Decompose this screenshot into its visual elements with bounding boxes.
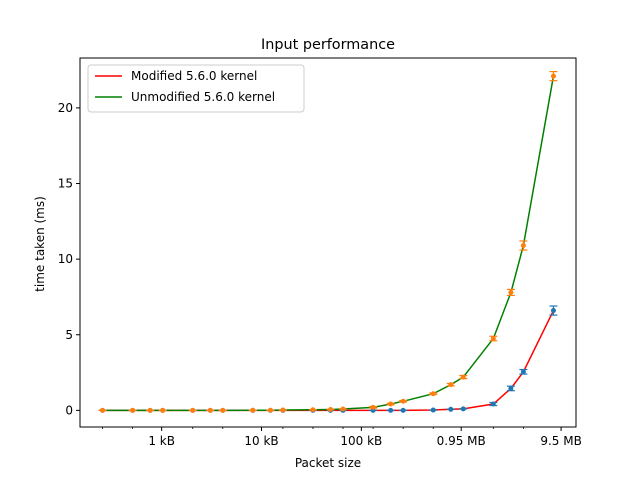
chart-title: Input performance	[261, 37, 395, 53]
data-point	[100, 407, 106, 413]
x-tick-label: 10 kB	[244, 434, 278, 448]
data-point	[130, 407, 136, 413]
data-point	[490, 401, 496, 407]
legend-label: Unmodified 5.6.0 kernel	[131, 90, 275, 104]
y-axis-label: time taken (ms)	[33, 196, 47, 292]
y-tick-label: 0	[65, 403, 73, 417]
x-tick-label: 1 kB	[148, 434, 175, 448]
axes: 0 5 10 15 20 1 kB 10 kB 100 kB 0.95 MB 9.5 MB	[58, 57, 582, 448]
y-tick-label: 20	[58, 101, 73, 115]
data-point	[388, 401, 394, 407]
data-point	[508, 289, 514, 295]
data-point	[328, 406, 334, 412]
data-point	[310, 407, 316, 413]
data-point	[388, 407, 394, 413]
data-point	[370, 404, 376, 410]
data-point	[448, 382, 454, 388]
data-point	[430, 407, 436, 413]
x-tick-label: 0.95 MB	[437, 434, 486, 448]
data-point	[400, 407, 406, 413]
x-axis-label: Packet size	[295, 456, 361, 470]
data-point	[340, 406, 346, 412]
data-point	[520, 369, 526, 375]
data-point	[448, 406, 454, 412]
data-point	[460, 406, 466, 412]
legend-box	[87, 64, 305, 113]
data-point	[280, 407, 286, 413]
data-point	[160, 407, 166, 413]
y-tick-label: 10	[58, 252, 73, 266]
x-tick-label: 100 kB	[340, 434, 382, 448]
x-tick-label: 9.5 MB	[540, 434, 581, 448]
plot-frame	[79, 57, 577, 428]
data-point	[550, 73, 556, 79]
data-point	[520, 243, 526, 249]
plot-area	[98, 71, 558, 413]
data-point	[430, 391, 436, 397]
y-tick-label: 15	[58, 177, 73, 191]
data-point	[460, 374, 466, 380]
legend: Modified 5.6.0 kernel Unmodified 5.6.0 ke…	[87, 64, 305, 113]
data-point	[147, 407, 153, 413]
data-point	[250, 407, 256, 413]
data-point	[508, 385, 514, 391]
data-point	[220, 407, 226, 413]
data-point	[490, 336, 496, 342]
data-point	[190, 407, 196, 413]
data-point	[550, 308, 556, 314]
data-point	[267, 407, 273, 413]
y-tick-label: 5	[65, 328, 73, 342]
data-point	[400, 398, 406, 404]
data-point	[207, 407, 213, 413]
legend-label: Modified 5.6.0 kernel	[131, 69, 257, 83]
